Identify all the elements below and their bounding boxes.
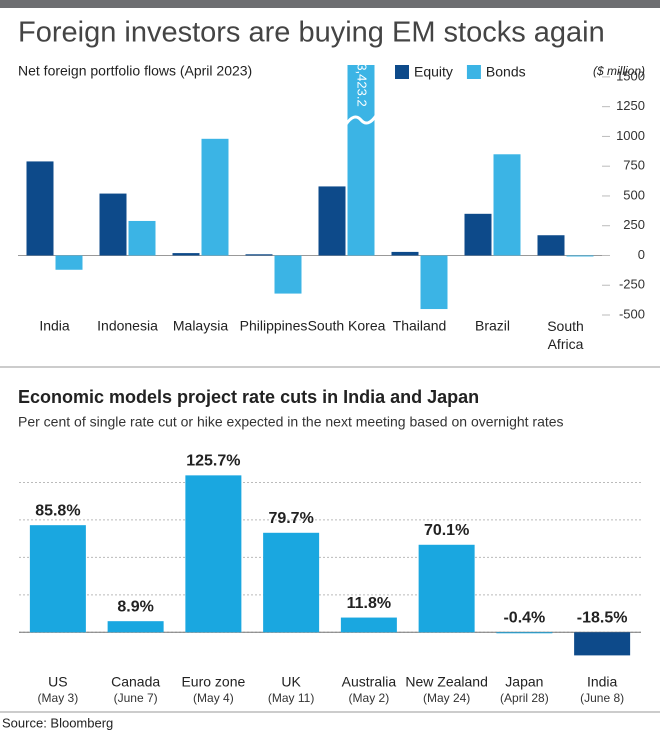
bar bbox=[245, 254, 273, 256]
bar bbox=[318, 186, 346, 256]
value-label: 70.1% bbox=[424, 522, 469, 539]
value-label: 125.7% bbox=[186, 453, 240, 470]
value-label: 85.8% bbox=[35, 502, 80, 519]
bar bbox=[185, 475, 242, 633]
legend-label: Equity bbox=[414, 64, 453, 80]
x-tick-label: Brazil bbox=[475, 318, 510, 334]
x-tick-sublabel: (May 11) bbox=[268, 691, 314, 705]
x-tick-label: Philippines bbox=[240, 318, 308, 334]
legend-swatch bbox=[395, 65, 409, 79]
y-tick-label: 0 bbox=[638, 247, 645, 262]
value-label: -18.5% bbox=[577, 610, 628, 627]
top-bar bbox=[0, 0, 660, 8]
bar bbox=[172, 253, 200, 256]
bar bbox=[347, 65, 375, 256]
value-label: -0.4% bbox=[503, 610, 545, 627]
x-tick-sublabel: (June 8) bbox=[580, 691, 624, 705]
x-tick-label: US bbox=[48, 674, 67, 690]
axis-break bbox=[344, 114, 378, 126]
x-tick-sublabel: (May 24) bbox=[423, 691, 470, 705]
x-tick-label: Australia bbox=[342, 674, 397, 690]
y-tick-label: 750 bbox=[623, 158, 645, 173]
bar bbox=[496, 632, 553, 634]
value-label: 79.7% bbox=[268, 510, 313, 527]
x-tick-label: South Africa bbox=[547, 318, 584, 352]
x-tick-label: Thailand bbox=[393, 318, 447, 334]
unit-label: ($ million) bbox=[593, 64, 645, 78]
bar bbox=[493, 154, 521, 256]
y-tick-label: 1000 bbox=[616, 128, 645, 143]
bar bbox=[26, 161, 54, 256]
bar bbox=[391, 251, 419, 256]
bar bbox=[201, 138, 229, 256]
x-tick-label: Euro zone bbox=[181, 674, 245, 690]
bar bbox=[263, 532, 320, 633]
x-tick-label: Japan bbox=[505, 674, 543, 690]
source: Source: Bloomberg bbox=[2, 715, 113, 730]
x-tick-label: India bbox=[587, 674, 618, 690]
bar bbox=[464, 213, 492, 256]
x-tick-sublabel: (May 4) bbox=[193, 691, 234, 705]
legend-label: Bonds bbox=[486, 64, 526, 80]
x-tick-sublabel: (May 2) bbox=[349, 691, 390, 705]
x-tick-label: Malaysia bbox=[173, 318, 228, 334]
y-tick-label: 1250 bbox=[616, 98, 645, 113]
x-tick-label: Indonesia bbox=[97, 318, 158, 334]
x-tick-label: India bbox=[39, 318, 70, 334]
bar bbox=[566, 255, 594, 257]
x-tick-label: UK bbox=[281, 674, 301, 690]
chart-subtitle: Net foreign portfolio flows (April 2023) bbox=[18, 63, 252, 79]
y-tick-label: 250 bbox=[623, 217, 645, 232]
x-tick-label: New Zealand bbox=[405, 674, 488, 690]
bar bbox=[418, 544, 475, 633]
chart-title: Foreign investors are buying EM stocks a… bbox=[18, 17, 605, 49]
x-tick-label: South Korea bbox=[308, 318, 386, 334]
bar bbox=[274, 255, 302, 294]
bar bbox=[55, 255, 83, 270]
bar bbox=[128, 220, 156, 256]
y-tick-label: 500 bbox=[623, 187, 645, 202]
y-tick-label: -250 bbox=[619, 277, 645, 292]
bar bbox=[99, 193, 127, 256]
bar bbox=[340, 617, 397, 633]
bar bbox=[574, 632, 631, 656]
legend-swatch bbox=[466, 65, 481, 79]
y-tick-label: -500 bbox=[619, 306, 645, 321]
x-tick-sublabel: (April 28) bbox=[500, 691, 549, 705]
value-label: 3,423.2 bbox=[355, 63, 370, 106]
bar bbox=[420, 255, 448, 310]
x-tick-label: Canada bbox=[111, 674, 160, 690]
bar bbox=[107, 621, 164, 633]
chart-title: Economic models project rate cuts in Ind… bbox=[18, 387, 479, 407]
chart-subtitle: Per cent of single rate cut or hike expe… bbox=[18, 414, 564, 430]
bar bbox=[29, 525, 86, 633]
y-tick-label: 1500 bbox=[616, 68, 645, 83]
value-label: 11.8% bbox=[347, 595, 391, 612]
bar bbox=[537, 235, 565, 256]
x-tick-sublabel: (May 3) bbox=[38, 691, 79, 705]
value-label: 8.9% bbox=[117, 598, 153, 615]
x-tick-sublabel: (June 7) bbox=[114, 691, 158, 705]
